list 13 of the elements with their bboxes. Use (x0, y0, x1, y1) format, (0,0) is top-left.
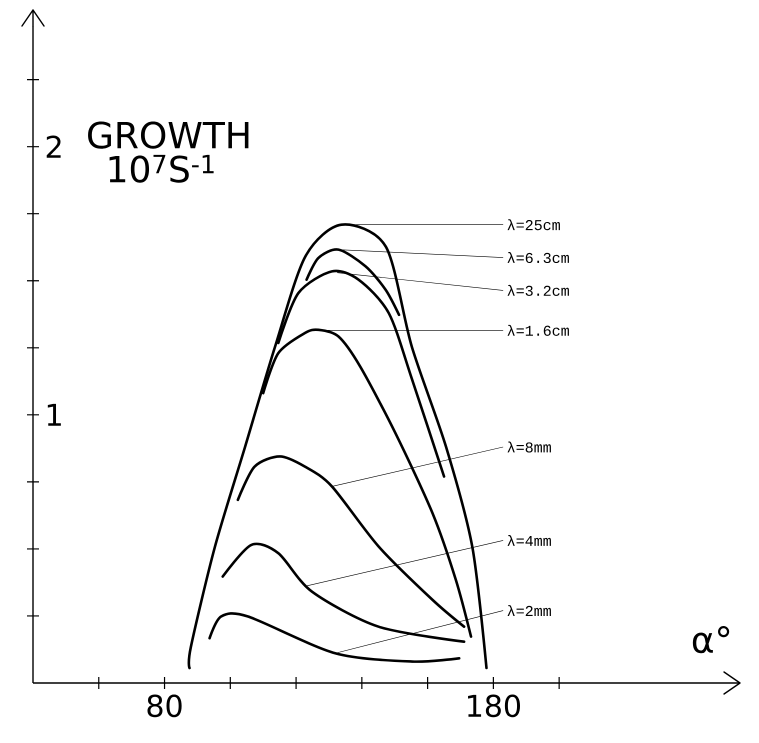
annotation: λ=6.3cm (508, 252, 569, 264)
annotation: λ=1.6cm (508, 324, 569, 336)
x-tick-label: 80 (147, 694, 182, 718)
annotation: λ=8mm (508, 442, 551, 453)
x-axis-title: α° (692, 626, 730, 654)
y-tick-label: 2 (46, 136, 61, 158)
annotation: λ=25cm (508, 219, 560, 230)
y-axis-title: GROWTH 10$^{7}$S$^{-1}$ (88, 122, 248, 183)
annotation: λ=2mm (508, 605, 551, 616)
y-tick-label: 1 (48, 404, 61, 426)
annotation: λ=3.2cm (508, 284, 569, 296)
x-tick-label: 180 (468, 694, 520, 718)
annotation: λ=4mm (508, 535, 551, 546)
